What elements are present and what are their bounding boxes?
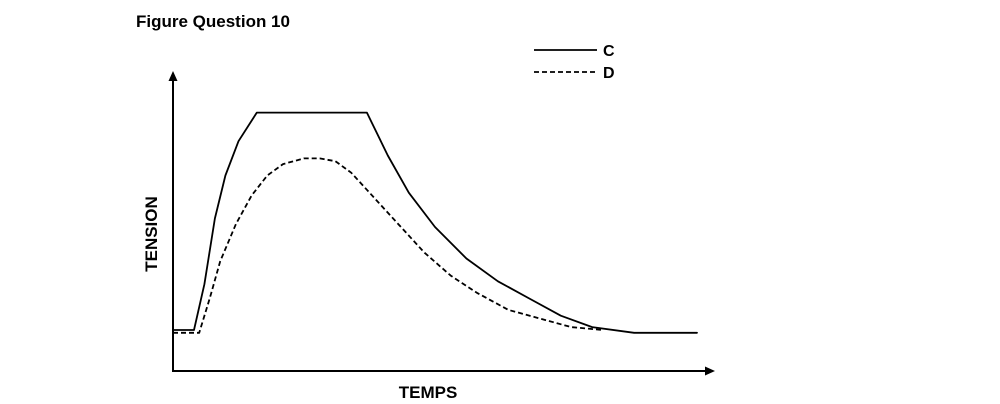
legend-label-c: C <box>603 43 615 60</box>
series-c-line <box>172 111 698 334</box>
y-axis-label: TENSION <box>142 196 161 272</box>
x-axis-arrowhead <box>705 366 715 376</box>
axes <box>168 71 715 376</box>
y-axis-arrowhead <box>168 71 178 81</box>
series-d-line <box>173 157 603 334</box>
figure-title: Figure Question 10 <box>136 12 290 31</box>
legend-label-d: D <box>603 65 615 82</box>
x-axis-label: TEMPS <box>399 383 458 402</box>
series-layer <box>172 111 698 334</box>
legend: CD <box>534 43 615 82</box>
